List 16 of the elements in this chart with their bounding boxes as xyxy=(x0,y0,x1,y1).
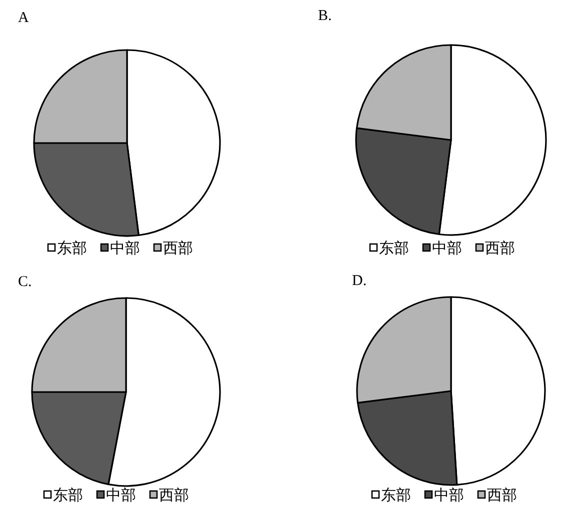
legend-label: 中部 xyxy=(110,239,140,257)
legend-label: 中部 xyxy=(432,239,462,257)
legend-label: 东部 xyxy=(379,239,409,257)
legend-label: 西部 xyxy=(159,486,189,504)
chart-title: D. xyxy=(352,273,367,289)
legend-label: 东部 xyxy=(57,239,87,257)
legend-label: 东部 xyxy=(381,486,411,504)
chart-title: C. xyxy=(18,274,32,290)
legend-label: 西部 xyxy=(487,486,517,504)
legend-label: 西部 xyxy=(485,239,515,257)
legend-label: 中部 xyxy=(106,486,136,504)
chart-title: B. xyxy=(318,8,332,24)
legend-label: 西部 xyxy=(163,239,193,257)
chart-title: A xyxy=(18,10,29,26)
legend-label: 中部 xyxy=(434,486,464,504)
legend-label: 东部 xyxy=(53,486,83,504)
